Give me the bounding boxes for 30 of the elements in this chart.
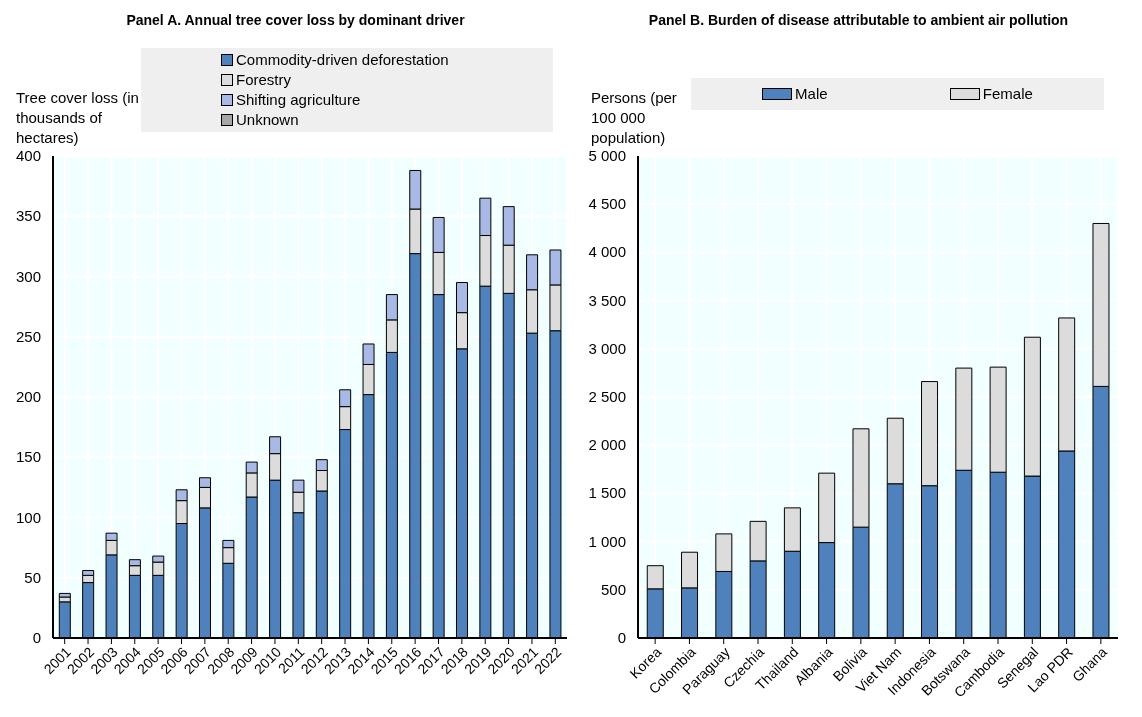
y-tick-label: 500 bbox=[600, 580, 626, 598]
y-tick-label: 1 000 bbox=[588, 532, 626, 550]
legend-label: Shifting agriculture bbox=[236, 90, 361, 110]
y-tick-label: 3 500 bbox=[588, 291, 626, 309]
chart-title: Panel B. Burden of disease attributable to ambient air pollution bbox=[647, 11, 1070, 30]
y-tick-label: 3 000 bbox=[588, 339, 626, 357]
y-tick-label: 200 bbox=[15, 388, 41, 405]
y-tick-label: 2 000 bbox=[588, 436, 626, 454]
y-tick-label: 4 000 bbox=[588, 243, 626, 261]
legend-label: Unknown bbox=[236, 110, 299, 130]
y-tick-label: 50 bbox=[24, 568, 41, 586]
y-tick-label: 2 500 bbox=[588, 388, 626, 405]
y-tick-label: 0 bbox=[32, 629, 41, 646]
y-tick-label: 5 000 bbox=[588, 147, 626, 164]
y-tick-label: 300 bbox=[15, 267, 41, 285]
y-tick-label: 150 bbox=[15, 448, 41, 466]
y-tick-label: 4 500 bbox=[588, 195, 626, 213]
y-tick-label: 1 500 bbox=[588, 484, 626, 502]
legend-label: Male bbox=[795, 84, 828, 104]
y-axis-title: Persons (per 100 000 population) bbox=[590, 88, 678, 148]
y-tick-label: 250 bbox=[15, 327, 41, 345]
legend-label: Commodity-driven deforestation bbox=[236, 50, 449, 70]
chart-title: Panel A. Annual tree cover loss by dominant driver bbox=[125, 11, 466, 30]
y-tick-label: 400 bbox=[15, 147, 41, 164]
legend-label: Forestry bbox=[236, 70, 292, 90]
y-axis-title: Tree cover loss (in thousands of hectares) bbox=[15, 88, 140, 148]
y-tick-label: 100 bbox=[15, 508, 41, 526]
y-tick-label: 350 bbox=[15, 207, 41, 225]
legend-label: Female bbox=[982, 84, 1033, 104]
y-tick-label: 0 bbox=[617, 629, 626, 646]
